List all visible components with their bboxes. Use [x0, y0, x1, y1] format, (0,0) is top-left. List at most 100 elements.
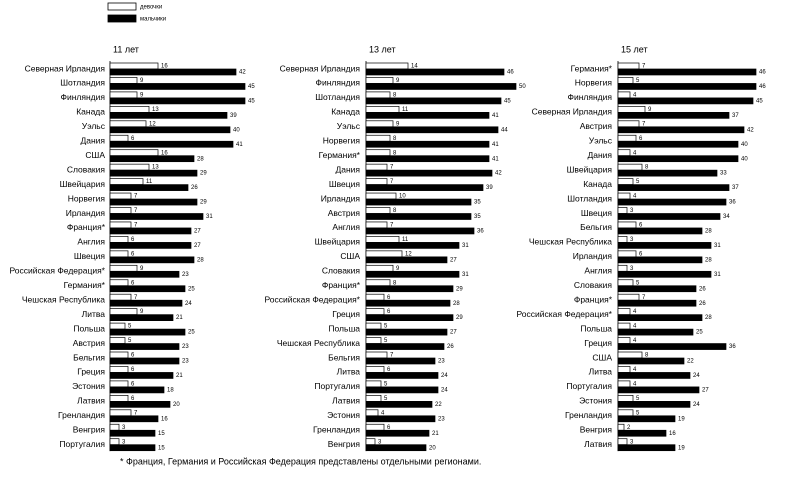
category-label: Венгрия	[73, 425, 106, 435]
value-label: 5	[636, 78, 640, 84]
bar	[109, 77, 138, 84]
bar	[109, 120, 147, 128]
bar	[617, 140, 739, 148]
category-label: Норвегия	[68, 193, 106, 203]
bar	[617, 184, 730, 191]
value-label: 5	[636, 410, 640, 416]
value-label: 8	[393, 136, 397, 142]
value-label: 15	[158, 431, 165, 437]
bar	[617, 386, 700, 394]
bar	[617, 308, 631, 315]
value-label: 6	[131, 280, 135, 286]
category-label: Швеция	[581, 208, 613, 218]
bar	[617, 279, 634, 287]
value-label: 6	[131, 353, 135, 359]
bar	[365, 285, 454, 293]
value-label: 7	[134, 295, 138, 301]
bar	[617, 62, 640, 70]
value-label: 41	[492, 113, 499, 119]
category-label: Гренландия	[313, 425, 360, 435]
category-label: Португалия	[59, 439, 105, 449]
value-label: 3	[122, 425, 126, 431]
value-label: 25	[188, 286, 195, 292]
bar	[365, 192, 397, 200]
bar	[365, 415, 436, 423]
bar	[109, 192, 132, 200]
value-label: 7	[642, 121, 646, 127]
value-label: 10	[399, 194, 406, 200]
value-label: 8	[393, 280, 397, 286]
value-label: 31	[206, 214, 213, 220]
value-label: 7	[134, 208, 138, 214]
value-label: 5	[128, 338, 132, 344]
panel-title: 15 лет	[621, 44, 648, 54]
category-label: Уэльс	[589, 136, 613, 146]
bar	[617, 77, 634, 84]
bar	[365, 77, 394, 84]
bar	[109, 256, 195, 264]
category-label: Российская Федерация*	[264, 294, 360, 304]
value-label: 6	[131, 251, 135, 257]
bar	[365, 227, 475, 235]
value-label: 28	[197, 156, 204, 162]
value-label: 21	[176, 373, 183, 379]
category-label: Швейцария	[315, 237, 361, 247]
category-label: Греция	[77, 367, 105, 377]
bar	[365, 293, 385, 301]
value-label: 41	[492, 156, 499, 162]
panel-title: 13 лет	[369, 44, 396, 54]
value-label: 24	[693, 402, 700, 408]
bar	[109, 97, 246, 105]
bar	[109, 236, 129, 243]
bar	[617, 256, 703, 264]
legend-swatch	[107, 2, 137, 11]
value-label: 19	[678, 416, 685, 422]
category-label: Швеция	[74, 251, 106, 261]
bar	[109, 285, 186, 293]
value-label: 4	[633, 194, 637, 200]
bar	[365, 242, 460, 249]
bar	[617, 337, 631, 344]
value-label: 6	[639, 251, 643, 257]
category-label: Словакия	[67, 164, 106, 174]
bar	[365, 91, 391, 99]
category-label: Австрия	[328, 208, 361, 218]
bar	[109, 198, 198, 206]
value-label: 24	[185, 301, 192, 307]
bar	[365, 386, 439, 394]
bar	[365, 236, 400, 243]
bar	[109, 438, 120, 446]
bar	[617, 250, 637, 258]
value-label: 29	[200, 171, 207, 177]
value-label: 4	[633, 367, 637, 373]
value-label: 5	[384, 338, 388, 344]
bar	[109, 299, 183, 307]
bar	[365, 401, 433, 408]
bar	[365, 343, 445, 350]
panel-title: 11 лет	[113, 44, 139, 54]
bar	[365, 366, 385, 373]
bar	[365, 178, 388, 185]
category-label: Словакия	[574, 280, 613, 290]
bar	[109, 68, 237, 76]
category-label: Дания	[335, 164, 360, 174]
bar	[365, 372, 439, 379]
value-label: 7	[642, 64, 646, 70]
bar	[109, 314, 174, 321]
category-label: Австрия	[73, 338, 106, 348]
bar	[617, 322, 631, 330]
value-label: 45	[248, 98, 255, 104]
value-label: 23	[182, 344, 189, 350]
bar	[365, 140, 490, 148]
legend-label: мальчики	[140, 17, 166, 23]
value-label: 39	[230, 113, 237, 119]
bar	[617, 111, 730, 119]
value-label: 5	[128, 324, 132, 330]
category-label: Польша	[580, 323, 612, 333]
value-label: 18	[167, 387, 174, 393]
value-label: 35	[474, 200, 481, 206]
category-label: Норвегия	[575, 78, 613, 88]
bar	[365, 351, 388, 359]
value-label: 7	[390, 223, 394, 229]
value-label: 23	[182, 272, 189, 278]
